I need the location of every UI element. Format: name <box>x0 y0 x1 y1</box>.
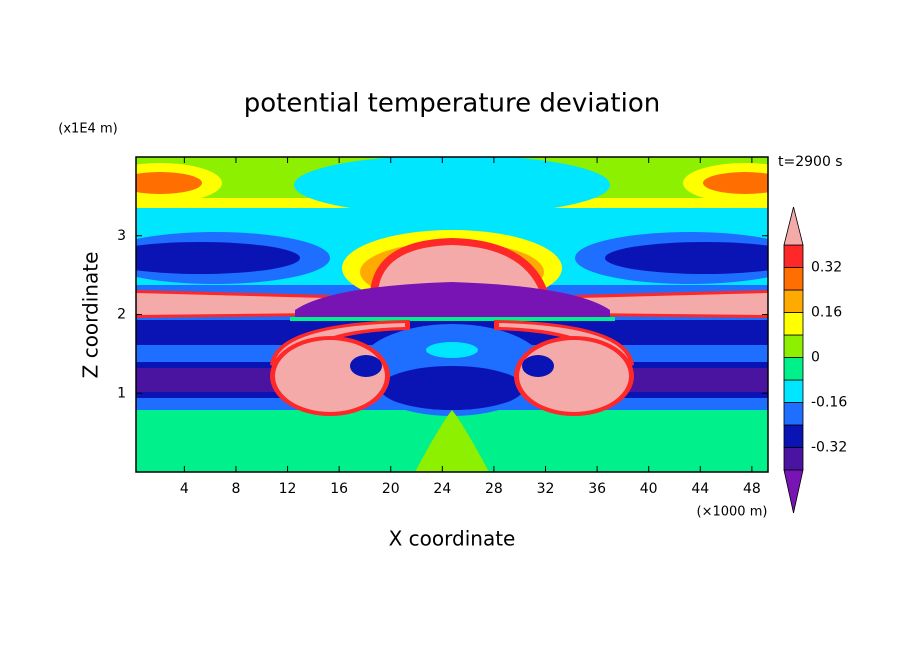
x-tick-label: 24 <box>433 481 451 497</box>
contour-region <box>605 242 768 274</box>
contour-region <box>703 172 768 194</box>
contour-region <box>295 282 610 318</box>
contour-region <box>294 157 610 215</box>
contour-region <box>290 317 615 321</box>
contour-region <box>575 293 768 315</box>
x-tick-label: 36 <box>588 481 606 497</box>
y-unit-label: (x1E4 m) <box>58 122 117 137</box>
contour-region <box>136 242 300 274</box>
x-tick-label: 8 <box>231 481 240 497</box>
colorbar-under <box>783 469 804 514</box>
colorbar-bin <box>783 379 804 403</box>
y-tick-label: 3 <box>117 228 126 244</box>
x-tick-label: 40 <box>640 481 658 497</box>
contour-region <box>378 245 540 292</box>
x-unit-label: (×1000 m) <box>697 505 768 520</box>
contour-region <box>522 355 554 377</box>
x-tick-label: 16 <box>330 481 348 497</box>
contour-region <box>136 293 329 315</box>
colorbar-bin <box>783 244 804 268</box>
contour-region <box>136 172 202 194</box>
contour-region <box>426 342 478 358</box>
x-tick-label: 4 <box>180 481 189 497</box>
contour-region <box>415 410 489 472</box>
x-tick-label: 20 <box>382 481 400 497</box>
colorbar-bin <box>783 312 804 336</box>
contour-region <box>350 355 382 377</box>
x-tick-label: 28 <box>485 481 503 497</box>
colorbar-over <box>783 206 804 246</box>
x-tick-label: 48 <box>743 481 761 497</box>
colorbar-bin <box>783 402 804 426</box>
x-tick-label: 44 <box>691 481 709 497</box>
chart-title: potential temperature deviation <box>244 89 660 119</box>
time-annotation: t=2900 s <box>778 154 843 170</box>
contour-region <box>380 366 524 410</box>
colorbar-bin <box>783 424 804 448</box>
y-tick-label: 1 <box>117 385 126 401</box>
x-tick-label: 12 <box>279 481 297 497</box>
y-axis-label: Z coordinate <box>79 252 103 379</box>
colorbar-bin <box>783 289 804 313</box>
colorbar-tick-label: 0.32 <box>811 260 842 276</box>
y-tick-label: 2 <box>117 307 126 323</box>
x-tick-label: 32 <box>537 481 555 497</box>
colorbar-bin <box>783 334 804 358</box>
x-axis-label: X coordinate <box>389 527 516 551</box>
colorbar-tick-label: 0.16 <box>811 305 842 321</box>
colorbar-tick-label: 0 <box>811 350 820 366</box>
colorbar-tick-label: -0.16 <box>811 395 847 411</box>
colorbar-bin <box>783 267 804 291</box>
colorbar-bin <box>783 447 804 471</box>
colorbar-bin <box>783 357 804 381</box>
colorbar-tick-label: -0.32 <box>811 440 847 456</box>
contour-field <box>136 157 768 472</box>
